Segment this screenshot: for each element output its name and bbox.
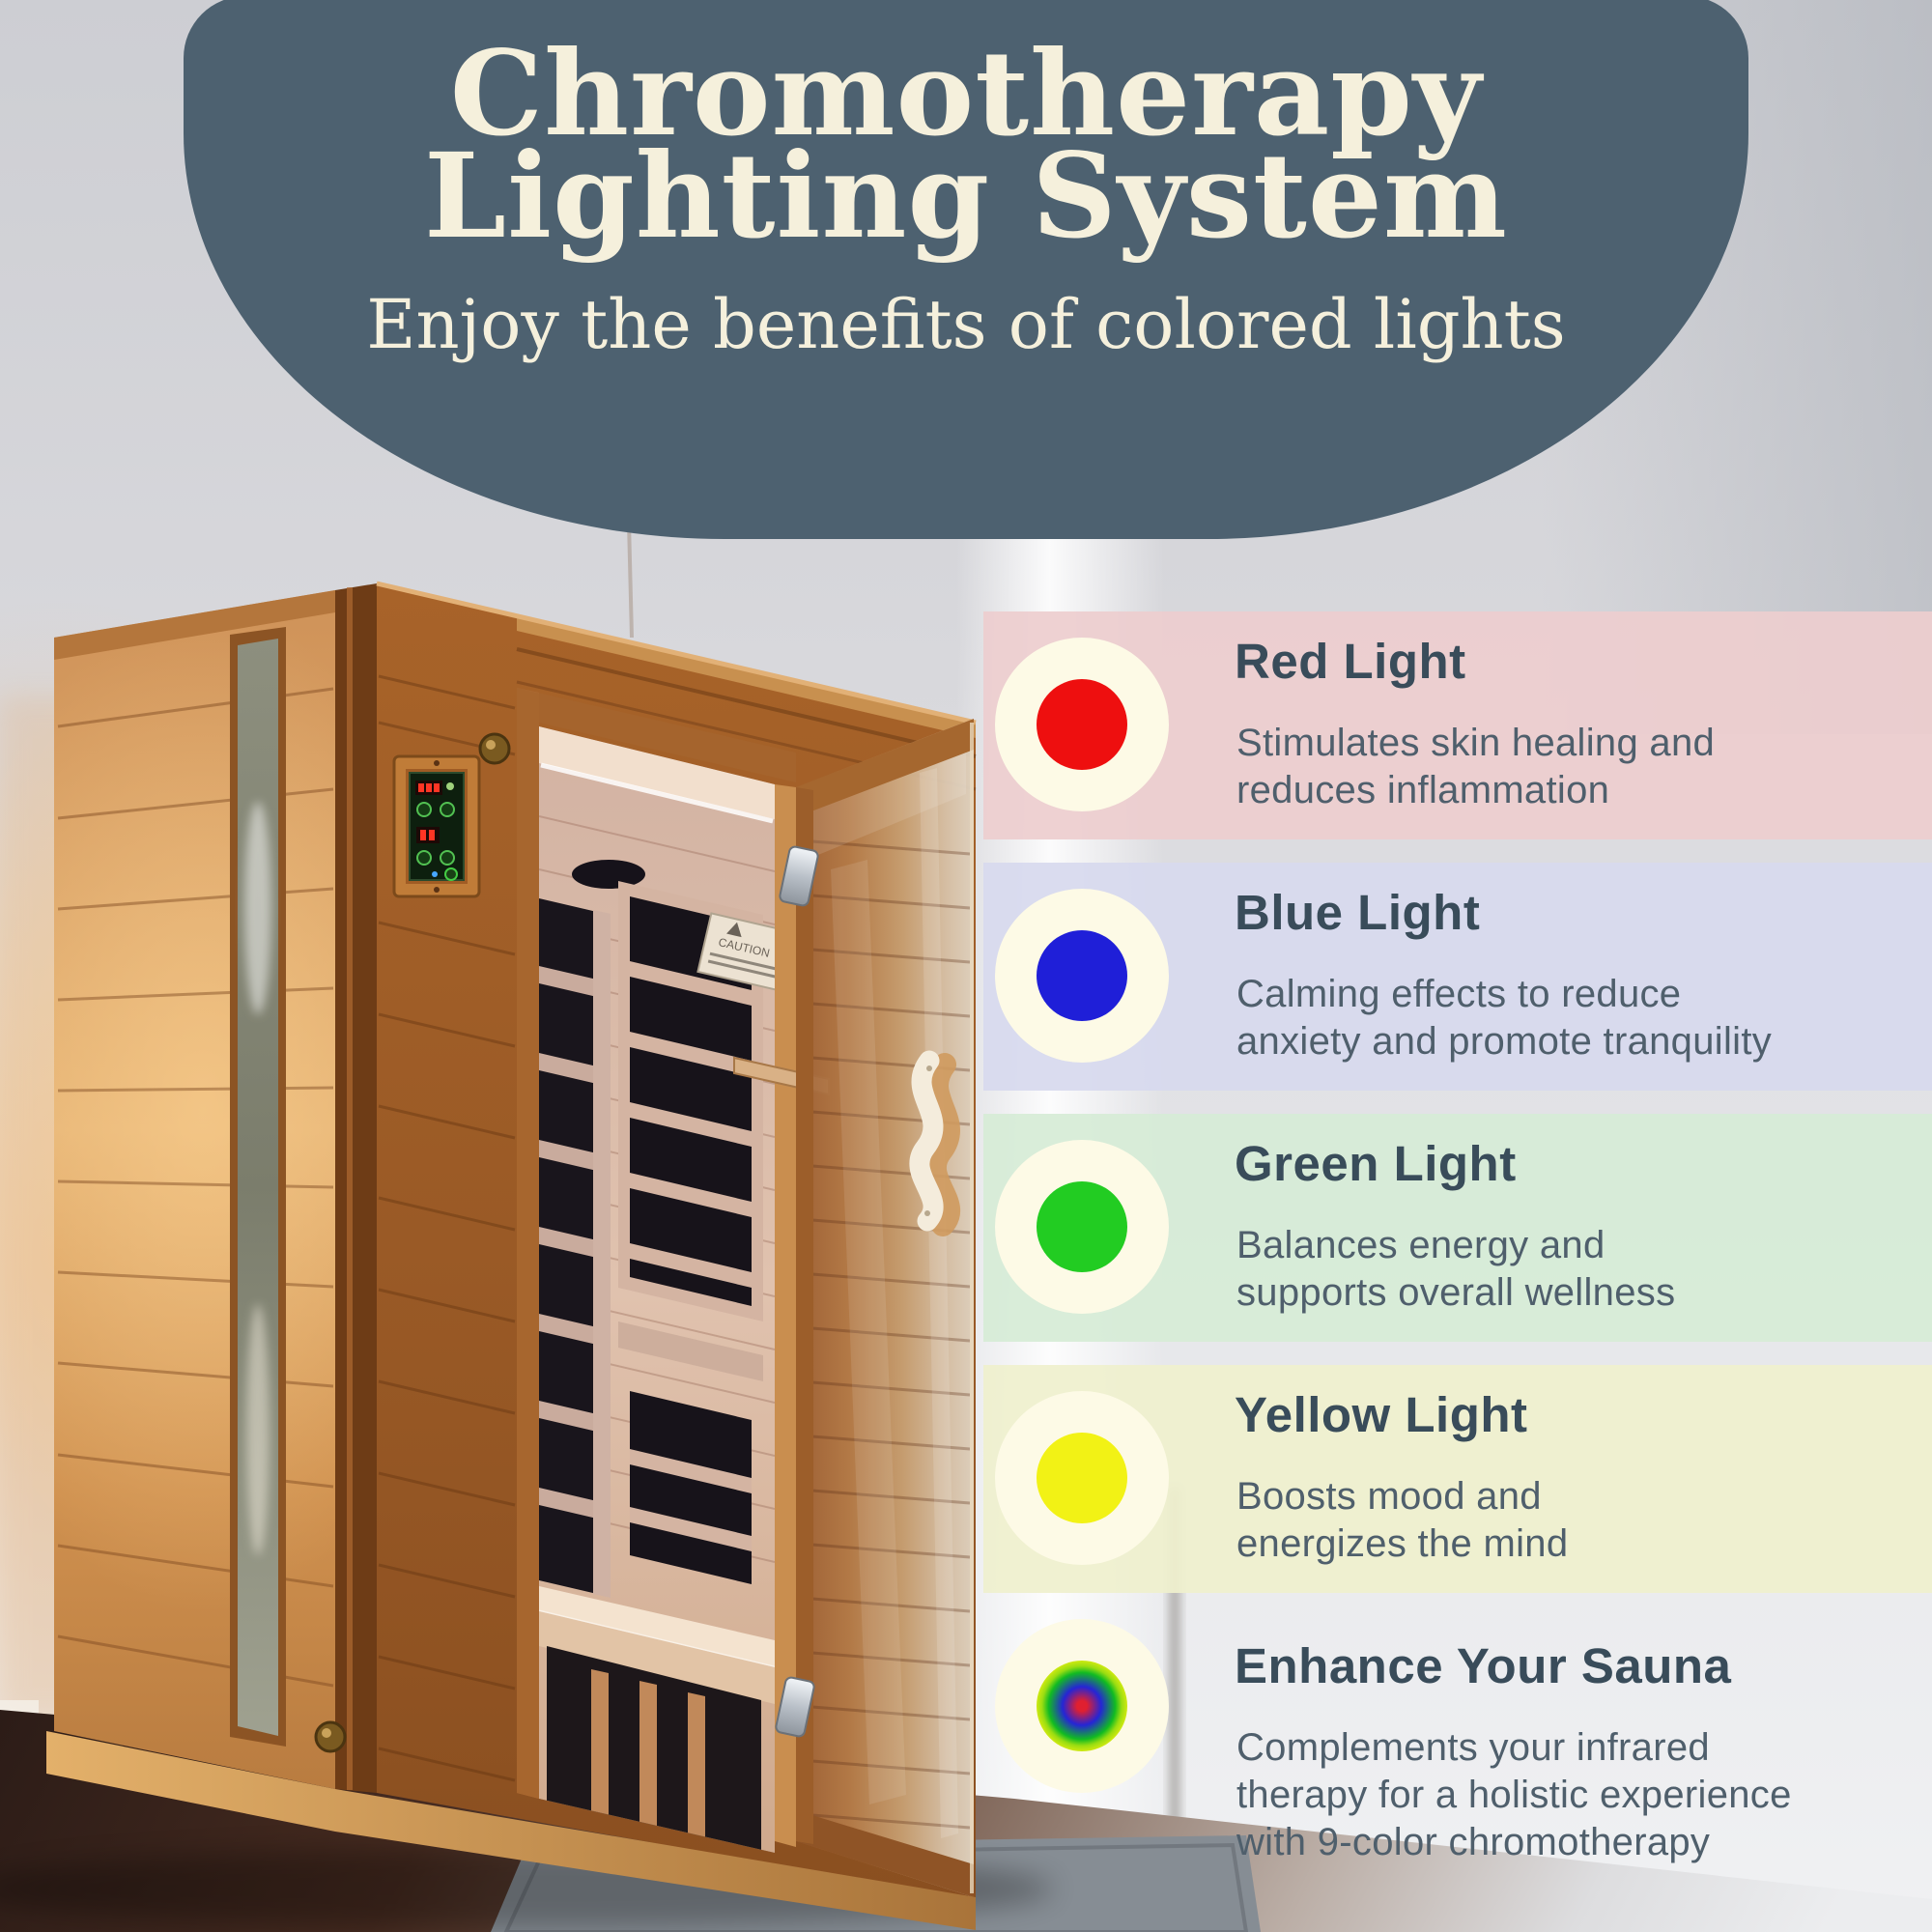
sauna-cabin: CAUTION [0,581,1053,1930]
time-down-button [440,850,455,866]
handle-backplate [923,1053,961,1236]
panel-buckle-bottom [314,1720,347,1753]
yellow-dot-icon [1037,1433,1127,1523]
door-hinge-top [779,845,819,907]
yellow-light-heading: Yellow Light [1235,1387,1528,1442]
plinth [46,1731,976,1930]
blue-light-icon [995,889,1169,1063]
top-edge-highlight [376,581,977,725]
onoff-button [444,867,458,881]
back-heater-panel [618,881,763,1584]
chromotherapy-rainbow-icon [995,1619,1169,1793]
left-interior-heater [539,898,611,1598]
header-banner [184,0,1748,539]
yellow-light-icon [995,1391,1169,1565]
red-light-description: Stimulates skin healing and reduces infl… [1236,722,1716,811]
side-top-rail [54,590,335,660]
corner-joint [335,583,377,1793]
door-interior: CAUTION [539,726,775,1853]
glass-reflection [831,860,906,1804]
blue-light-heading: Blue Light [1235,885,1481,940]
page-subtitle: Enjoy the benefits of colored lights [366,285,1566,364]
enhance-sauna-heading: Enhance Your Sauna [1235,1638,1732,1693]
glass-reflected-planks [799,838,971,1830]
door-bottom-rail [796,1810,974,1897]
glass-reflection [920,768,958,1838]
door-hinge-rail [796,787,813,1844]
temp-down-button [440,802,455,817]
power-led [446,782,454,790]
buckle-highlight [322,1728,331,1738]
side-window [230,627,286,1747]
led-light-strip [540,762,774,824]
bluetooth-led [432,871,438,877]
door-top-rail [796,719,974,817]
caution-sign: CAUTION [696,912,775,993]
time-display [416,827,440,843]
buckle-highlight [486,740,496,750]
green-light-description: Balances energy and supports overall wel… [1236,1224,1676,1314]
yellow-light-description: Boosts mood and energizes the mind [1236,1475,1569,1565]
ceiling-speaker [572,860,645,889]
red-light-heading: Red Light [1235,634,1466,689]
temp-up-button [416,802,432,817]
page-title: Chromotherapy Lighting System [0,24,1932,265]
red-light-icon [995,638,1169,811]
door-handle [909,1050,944,1232]
green-dot-icon [1037,1181,1127,1272]
hinge-stile [775,784,796,1847]
green-light-icon [995,1140,1169,1314]
bench [539,1586,775,1853]
title-line-2: Lighting System [424,127,1508,265]
blue-light-description: Calming effects to reduce anxiety and pr… [1236,973,1773,1063]
time-up-button [416,850,432,866]
stile-grooves [378,674,516,1782]
blue-dot-icon [1037,930,1127,1021]
side-plank-grooves [57,687,334,1688]
enhance-sauna-description: Complements your infrared therapy for a … [1236,1726,1792,1863]
door-hinge-bottom [775,1676,815,1738]
glass-door [775,719,974,1897]
green-light-heading: Green Light [1235,1136,1517,1191]
rainbow-dot-icon [1037,1661,1127,1751]
panel-buckle-top [478,732,511,765]
control-panel [392,754,481,898]
red-dot-icon [1037,679,1127,770]
title-line-1: Chromotherapy [449,24,1483,162]
interior-ceiling [539,726,775,819]
